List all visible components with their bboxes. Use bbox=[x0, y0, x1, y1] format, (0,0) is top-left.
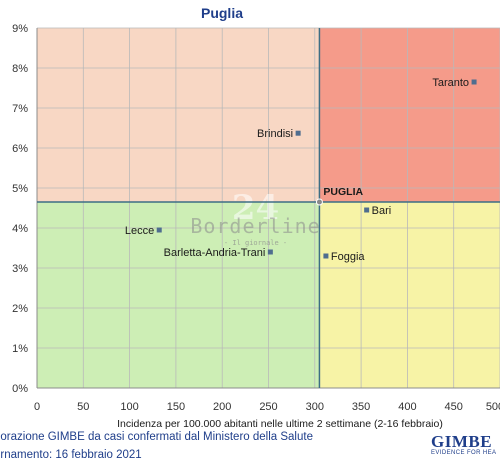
data-point-label: Bari bbox=[372, 205, 392, 217]
quadrant-bottom-right bbox=[319, 202, 500, 388]
x-tick-label: 300 bbox=[306, 401, 324, 413]
x-tick-label: 250 bbox=[259, 401, 277, 413]
y-tick-label: 0% bbox=[12, 383, 28, 395]
data-point bbox=[295, 130, 301, 136]
x-tick-label: 350 bbox=[352, 401, 370, 413]
y-tick-label: 1% bbox=[12, 343, 28, 355]
data-point bbox=[156, 227, 162, 233]
data-point-label: Brindisi bbox=[257, 128, 293, 140]
x-tick-label: 200 bbox=[213, 401, 231, 413]
data-point bbox=[471, 79, 477, 85]
footer-update: ornamento: 16 febbraio 2021 bbox=[0, 449, 142, 461]
gimbe-logo-word: GIMBE bbox=[431, 432, 493, 451]
data-point bbox=[267, 249, 273, 255]
data-point bbox=[323, 253, 329, 259]
y-tick-label: 5% bbox=[12, 183, 28, 195]
reference-label: PUGLIA bbox=[323, 186, 363, 198]
data-point bbox=[364, 207, 370, 213]
y-tick-label: 4% bbox=[12, 223, 28, 235]
gimbe-logo-tagline: EVIDENCE FOR HEA bbox=[431, 450, 497, 456]
data-point-label: Taranto bbox=[432, 77, 469, 89]
x-tick-label: 500 bbox=[486, 401, 500, 413]
data-point-label: Barletta-Andria-Trani bbox=[164, 247, 266, 259]
x-tick-label: 50 bbox=[77, 401, 89, 413]
x-tick-label: 150 bbox=[167, 401, 185, 413]
y-tick-label: 2% bbox=[12, 303, 28, 315]
y-tick-label: 8% bbox=[12, 63, 28, 75]
reference-point bbox=[315, 198, 323, 206]
y-tick-label: 9% bbox=[12, 23, 28, 35]
chart-title: Puglia bbox=[201, 5, 243, 21]
watermark-tagline: - Il giornale - bbox=[224, 239, 287, 247]
watermark-number: 24 bbox=[232, 188, 279, 228]
quadrant-top-left bbox=[37, 28, 320, 202]
y-tick-label: 7% bbox=[12, 103, 28, 115]
x-tick-label: 100 bbox=[120, 401, 138, 413]
y-tick-label: 3% bbox=[12, 263, 28, 275]
x-tick-label: 450 bbox=[445, 401, 463, 413]
data-point-label: Lecce bbox=[125, 225, 154, 237]
footer-source: borazione GIMBE da casi confermati dal M… bbox=[0, 431, 313, 443]
quadrant-bottom-left bbox=[37, 202, 320, 388]
data-point-label: Foggia bbox=[331, 251, 366, 263]
watermark-name: Borderline bbox=[190, 214, 320, 238]
gimbe-logo: GIMBE EVIDENCE FOR HEA bbox=[431, 432, 496, 456]
x-tick-label: 400 bbox=[398, 401, 416, 413]
x-tick-label: 0 bbox=[34, 401, 40, 413]
quadrant-top-right bbox=[319, 28, 500, 202]
x-axis-label: Incidenza per 100.000 abitanti nelle ult… bbox=[117, 418, 443, 430]
y-tick-label: 6% bbox=[12, 143, 28, 155]
